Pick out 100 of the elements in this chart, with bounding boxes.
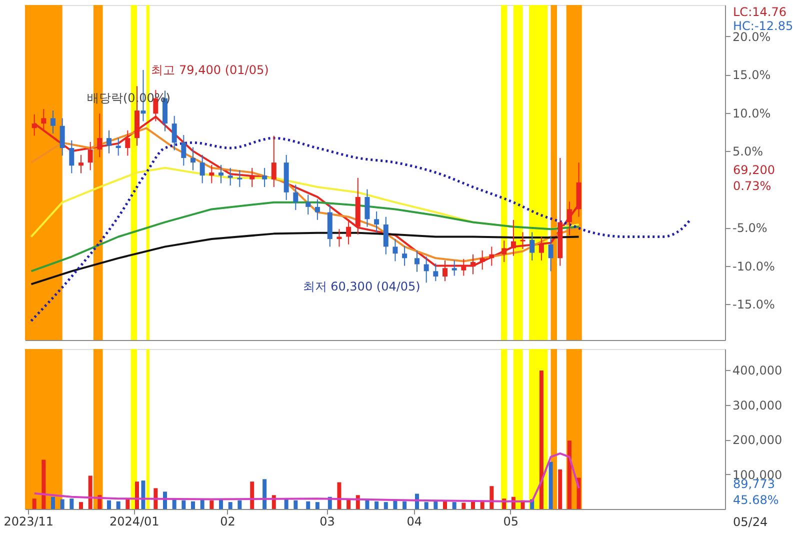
candlestick [364,188,370,228]
candlestick [314,198,320,220]
y-tick-label: 400,000 [732,364,782,378]
candlestick [125,130,130,156]
line-series [30,201,580,272]
candlestick [548,236,554,272]
candlestick [116,138,121,156]
x-tick-label: 2023/11 [4,514,54,528]
candlestick [538,236,544,261]
y-tick-label: -5.0% [732,221,768,236]
text: 05/24 [733,515,768,529]
bar [539,370,544,509]
candlestick [262,167,268,188]
bar [228,502,232,509]
bar [32,498,36,509]
bar [452,502,456,509]
candlestick [346,218,352,245]
bar [471,501,475,509]
candlestick [306,194,311,216]
candlestick [502,240,507,262]
bar [107,500,111,509]
candlestick [336,228,342,248]
x-tick-label: 2024/01 [109,514,160,528]
candlestick [530,232,535,261]
bar [434,501,438,509]
x-tick-label: 02 [220,514,236,528]
bar [210,500,214,509]
candlestick [414,250,420,272]
text: 69,200 [733,163,775,177]
y-tick-label: -10.0% [732,259,775,274]
bar [116,501,120,509]
candlestick [218,164,224,184]
bar [294,500,298,509]
candlestick [69,140,74,174]
candlestick [383,216,388,255]
candlestick [424,256,429,284]
candlestick [200,154,205,184]
bar [402,501,407,509]
bar [182,500,186,509]
bar [262,479,267,509]
candlestick [181,134,186,166]
bar [126,498,130,509]
x-tick-label: 03 [320,514,335,528]
bar [51,496,55,509]
x-tick-label: 05 [503,514,518,528]
bar [191,501,195,509]
y-tick-label: 100,000 [732,468,782,482]
bar [490,486,494,509]
bar [337,482,342,509]
bar [424,502,428,509]
candlestick [433,263,438,282]
candlestick [374,211,380,233]
candlestick [293,184,298,210]
y-tick-label: 200,000 [732,433,782,448]
x-tick-label: 04 [406,514,422,528]
bar [306,501,310,509]
bar [374,501,379,509]
bar [384,502,388,509]
bar [462,502,466,509]
bar [315,502,320,509]
y-tick-label: 10.0% [732,106,771,120]
bar [365,500,370,509]
candlestick [60,118,65,156]
candlestick [78,154,84,174]
bar [79,502,83,509]
candlestick [250,167,255,188]
candlestick [402,245,408,266]
y-tick-label: -15.0% [732,298,775,312]
candlestick [520,232,526,250]
text: LC:14.76 [733,5,786,19]
candlestick [237,170,242,188]
bar [548,462,553,509]
bar [135,482,139,509]
bar [393,500,398,509]
bar [567,440,572,509]
candlestick [50,110,56,134]
bar [60,499,64,509]
bar [42,460,46,509]
candlestick [228,167,233,186]
candlestick [88,141,93,171]
line-series [30,136,692,322]
candlestick [106,130,112,154]
y-tick-label: 300,000 [732,398,782,412]
candlestick [452,260,457,276]
bar [558,469,562,509]
candlestick [190,146,196,171]
bar [250,482,254,509]
bar [70,498,74,509]
candlestick [392,238,398,262]
bar [88,476,92,509]
annotation: 최고 79,400 (01/05) [151,63,269,78]
annotation: 최저 60,300 (04/05) [302,280,420,294]
bar [141,480,146,509]
bar [219,499,223,509]
candlestick [271,135,276,188]
bar [238,500,242,509]
bar [480,502,484,509]
line-series [33,452,580,502]
candlestick [566,201,572,236]
text: 45.68% [733,493,779,507]
